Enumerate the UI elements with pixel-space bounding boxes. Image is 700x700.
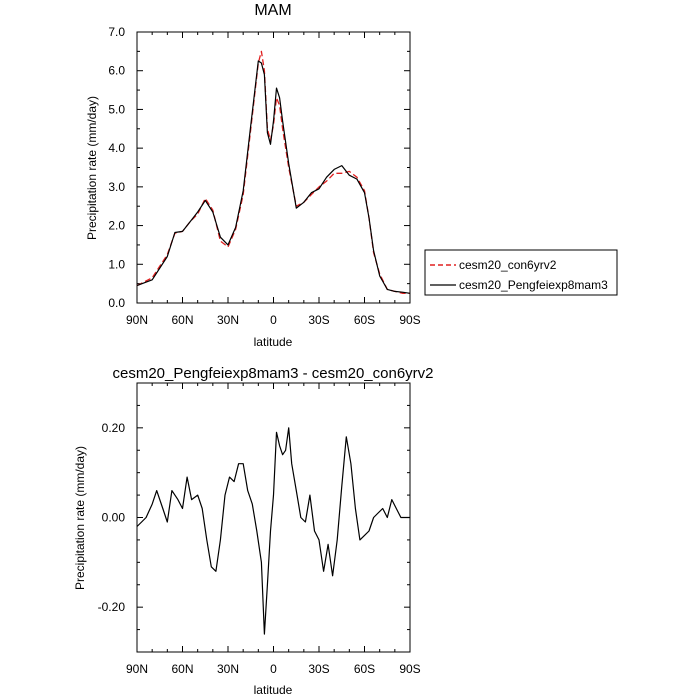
top-x-tick-label: 0 — [270, 313, 277, 327]
top-series-cesm20-con6yrv2 — [136, 50, 410, 294]
top-panel: MAM latitude Precipitation rate (mm/day)… — [85, 2, 421, 349]
legend-label-cesm20-pengfeiexp8mam3: cesm20_Pengfeiexp8mam3 — [459, 278, 608, 292]
legend: cesm20_con6yrv2 cesm20_Pengfeiexp8mam3 — [424, 249, 618, 296]
top-y-tick-label: 2.0 — [108, 219, 125, 233]
top-x-axis-label: latitude — [254, 335, 293, 349]
bottom-series-difference — [136, 427, 410, 635]
bottom-x-tick-label: 90N — [126, 662, 148, 676]
bottom-x-tick-label: 60S — [354, 662, 375, 676]
top-y-axis-label: Precipitation rate (mm/day) — [85, 96, 99, 240]
bottom-x-tick-label: 90S — [399, 662, 420, 676]
bottom-title: cesm20_Pengfeiexp8mam3 - cesm20_con6yrv2 — [113, 365, 434, 382]
top-x-tick-label: 90N — [126, 313, 148, 327]
top-y-tick-label: 5.0 — [108, 102, 125, 116]
bottom-y-axis-label: Precipitation rate (mm/day) — [73, 446, 87, 590]
top-x-tick-label: 30N — [217, 313, 239, 327]
bottom-x-tick-label: 30N — [217, 662, 239, 676]
bottom-y-tick-label: 0.00 — [102, 511, 126, 525]
top-x-tick-label: 60N — [171, 313, 193, 327]
bottom-plot-frame — [136, 382, 411, 653]
top-y-tick-label: 0.0 — [108, 296, 125, 310]
top-title: MAM — [254, 2, 291, 19]
bottom-x-tick-label: 60N — [171, 662, 193, 676]
legend-box — [424, 249, 618, 296]
bottom-x-tick-label: 30S — [308, 662, 329, 676]
bottom-panel: cesm20_Pengfeiexp8mam3 - cesm20_con6yrv2… — [73, 365, 434, 697]
top-x-tick-label: 30S — [308, 313, 329, 327]
bottom-x-tick-label: 0 — [270, 662, 277, 676]
top-y-tick-label: 3.0 — [108, 180, 125, 194]
bottom-y-tick-label: 0.20 — [102, 421, 126, 435]
top-y-tick-label: 1.0 — [108, 257, 125, 271]
top-series-cesm20-pengfeiexp8mam3 — [136, 60, 411, 294]
top-y-tick-label: 4.0 — [108, 141, 125, 155]
top-y-tick-label: 7.0 — [108, 25, 125, 39]
top-x-tick-label: 90S — [399, 313, 420, 327]
bottom-x-axis-label: latitude — [254, 683, 293, 697]
top-plot-frame — [136, 31, 411, 304]
top-x-tick-label: 60S — [354, 313, 375, 327]
bottom-y-tick-label: -0.20 — [98, 600, 126, 614]
legend-label-cesm20-con6yrv2: cesm20_con6yrv2 — [459, 258, 557, 272]
top-y-tick-label: 6.0 — [108, 64, 125, 78]
